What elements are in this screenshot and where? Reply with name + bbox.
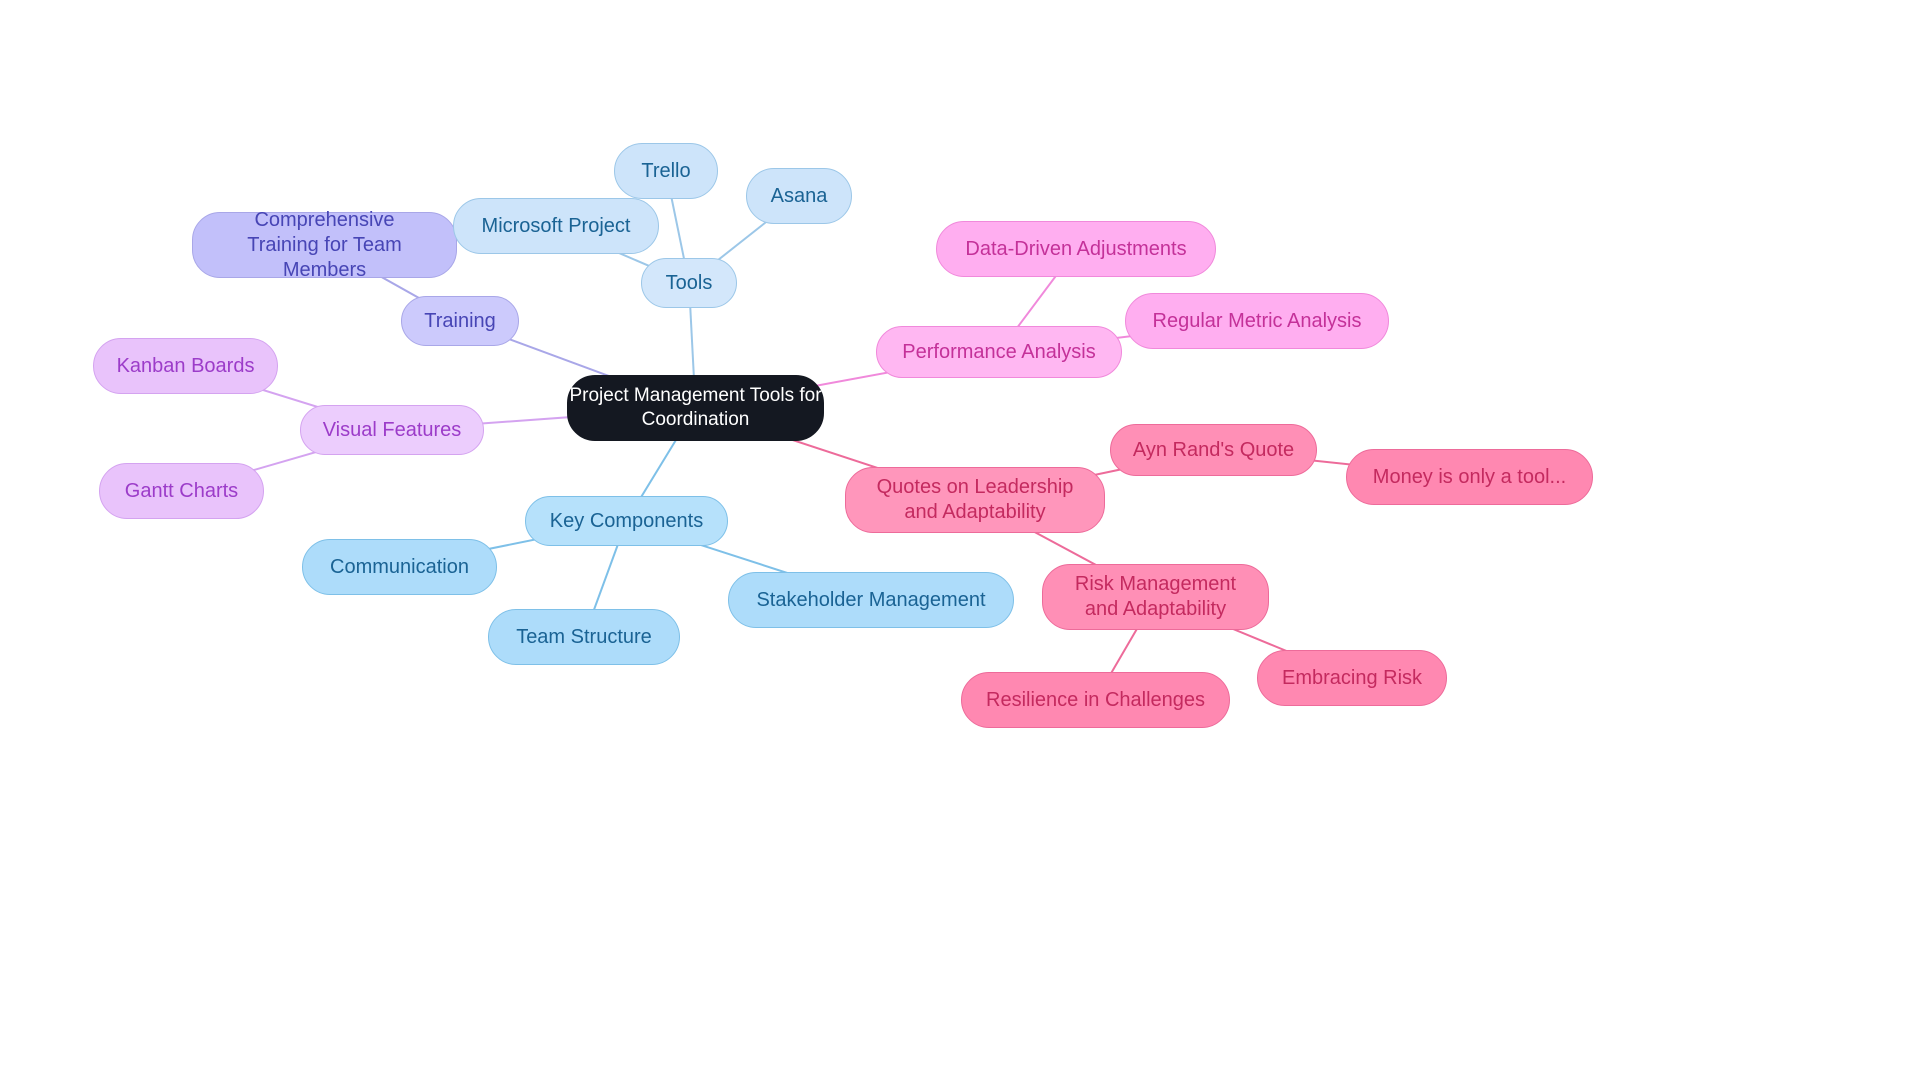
mindmap-node-label: Microsoft Project <box>482 214 631 239</box>
mindmap-node: Key Components <box>525 496 728 546</box>
mindmap-node: Money is only a tool... <box>1346 449 1593 505</box>
mindmap-node: Team Structure <box>488 609 680 665</box>
mindmap-node-label: Risk Management and Adaptability <box>1067 572 1244 622</box>
mindmap-edges <box>0 0 1920 1083</box>
mindmap-node: Microsoft Project <box>453 198 659 254</box>
mindmap-node-label: Regular Metric Analysis <box>1153 309 1362 334</box>
mindmap-node-label: Stakeholder Management <box>756 588 985 613</box>
mindmap-node-label: Resilience in Challenges <box>986 688 1205 713</box>
mindmap-node-label: Training <box>424 309 496 334</box>
mindmap-node-label: Ayn Rand's Quote <box>1133 438 1294 463</box>
mindmap-node-label: Team Structure <box>516 625 652 650</box>
mindmap-node: Visual Features <box>300 405 484 455</box>
mindmap-node-label: Quotes on Leadership and Adaptability <box>870 475 1080 525</box>
mindmap-node-label: Money is only a tool... <box>1373 465 1566 490</box>
mindmap-node: Quotes on Leadership and Adaptability <box>845 467 1105 533</box>
mindmap-node: Stakeholder Management <box>728 572 1014 628</box>
mindmap-node: Resilience in Challenges <box>961 672 1230 728</box>
mindmap-node-label: Key Components <box>550 509 703 534</box>
mindmap-center-node: Project Management Tools for Coordinatio… <box>567 375 824 441</box>
mindmap-node: Kanban Boards <box>93 338 278 394</box>
mindmap-node: Training <box>401 296 519 346</box>
mindmap-node: Regular Metric Analysis <box>1125 293 1389 349</box>
mindmap-node-label: Embracing Risk <box>1282 666 1422 691</box>
mindmap-node: Data-Driven Adjustments <box>936 221 1216 277</box>
mindmap-node-label: Trello <box>641 159 690 184</box>
mindmap-node: Gantt Charts <box>99 463 264 519</box>
mindmap-node-label: Visual Features <box>323 418 462 443</box>
mindmap-node-label: Tools <box>666 271 713 296</box>
mindmap-node: Comprehensive Training for Team Members <box>192 212 457 278</box>
mindmap-node: Ayn Rand's Quote <box>1110 424 1317 476</box>
mindmap-node-label: Gantt Charts <box>125 479 238 504</box>
mindmap-node: Communication <box>302 539 497 595</box>
mindmap-node: Performance Analysis <box>876 326 1122 378</box>
mindmap-node: Embracing Risk <box>1257 650 1447 706</box>
mindmap-node: Risk Management and Adaptability <box>1042 564 1269 630</box>
mindmap-node-label: Communication <box>330 555 469 580</box>
mindmap-node-label: Kanban Boards <box>117 354 255 379</box>
mindmap-node-label: Comprehensive Training for Team Members <box>217 208 432 283</box>
mindmap-node: Asana <box>746 168 852 224</box>
mindmap-node: Trello <box>614 143 718 199</box>
mindmap-node: Tools <box>641 258 737 308</box>
mindmap-node-label: Performance Analysis <box>902 340 1095 365</box>
mindmap-node-label: Project Management Tools for Coordinatio… <box>569 384 821 432</box>
mindmap-node-label: Asana <box>771 184 828 209</box>
mindmap-node-label: Data-Driven Adjustments <box>965 237 1186 262</box>
